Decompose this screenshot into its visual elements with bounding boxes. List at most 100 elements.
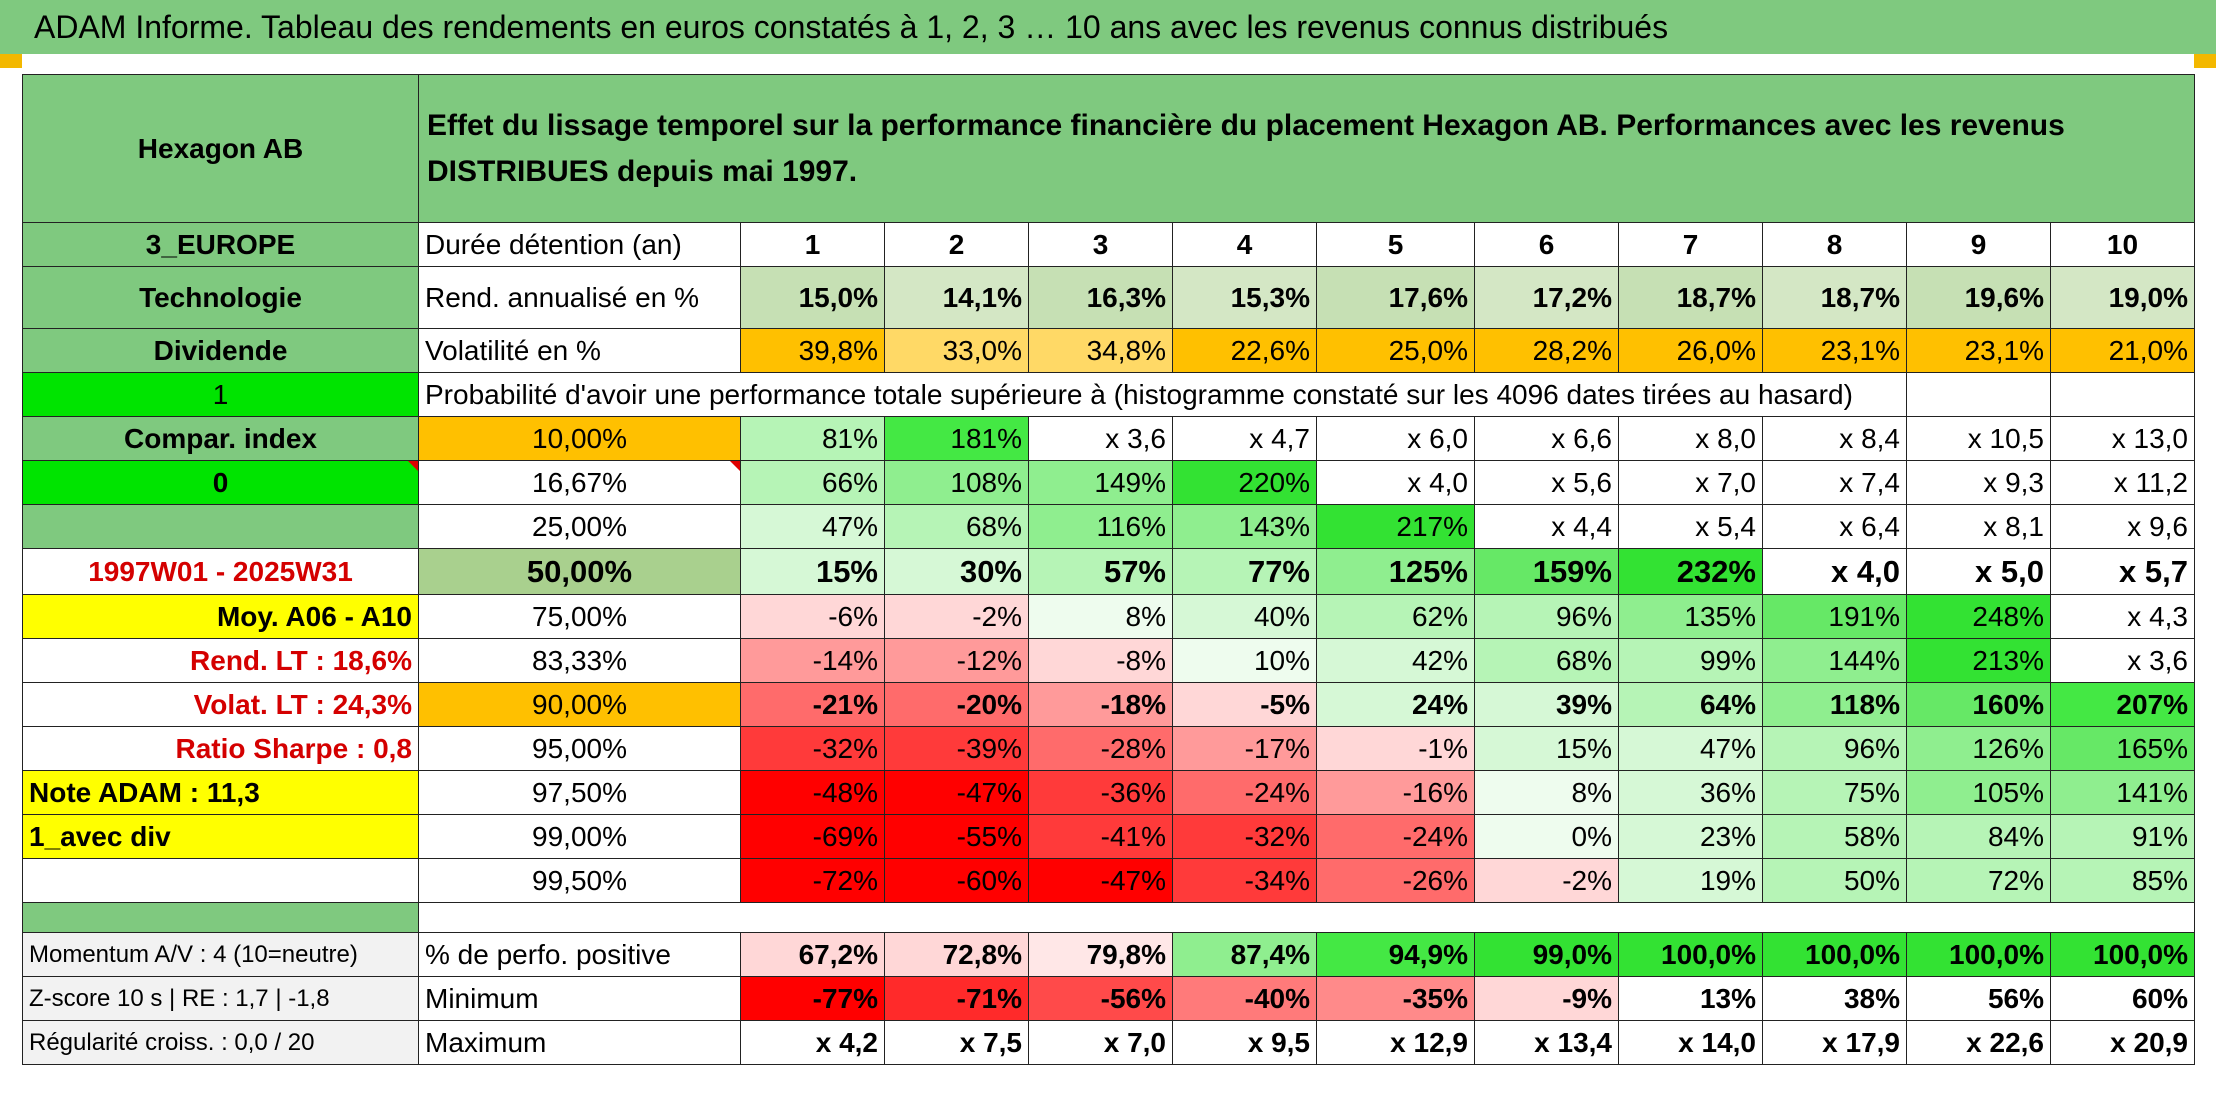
quantile-value: 15% — [740, 548, 885, 595]
spacer-row — [22, 902, 2195, 933]
year-header: 4 — [1172, 222, 1317, 267]
quantile-value: -2% — [1474, 858, 1619, 903]
quantile-value: x 8,1 — [1906, 504, 2051, 549]
duration-row: 3_EUROPE Durée détention (an) 1 2 3 4 5 6 7 8 9 10 — [22, 222, 2195, 267]
quantile-value: -16% — [1316, 770, 1475, 815]
quantile-value: -1% — [1316, 726, 1475, 771]
quantile-value: 47% — [740, 504, 885, 549]
summary-label: Minimum — [418, 976, 741, 1021]
quantile-value: x 5,6 — [1474, 460, 1619, 505]
quantile-value: 62% — [1316, 594, 1475, 639]
quantile-value: x 8,0 — [1618, 416, 1763, 461]
empty-cell — [2050, 372, 2195, 417]
summary-value: 100,0% — [1618, 932, 1763, 977]
quantile-value: -36% — [1028, 770, 1173, 815]
quantile-value: 143% — [1172, 504, 1317, 549]
quantile-value: 160% — [1906, 682, 2051, 727]
quantile-value: -47% — [1028, 858, 1173, 903]
summary-value: -40% — [1172, 976, 1317, 1021]
volatility-value: 26,0% — [1618, 328, 1763, 373]
quantile-value: 8% — [1028, 594, 1173, 639]
quantile-value: -6% — [740, 594, 885, 639]
quantile-threshold: 83,33% — [418, 638, 741, 683]
side-info: Volat. LT : 24,3% — [22, 682, 419, 727]
quantile-value: 191% — [1762, 594, 1907, 639]
side-info: Ratio Sharpe : 0,8 — [22, 726, 419, 771]
return-value: 17,6% — [1316, 266, 1475, 329]
quantile-value: 64% — [1618, 682, 1763, 727]
quantile-value: 125% — [1316, 548, 1475, 595]
performance-table: Hexagon AB Effet du lissage temporel sur … — [22, 74, 2195, 1065]
quantile-value: 47% — [1618, 726, 1763, 771]
year-header: 3 — [1028, 222, 1173, 267]
summary-value: 56% — [1906, 976, 2051, 1021]
quantile-value: 36% — [1618, 770, 1763, 815]
quantile-value: -14% — [740, 638, 885, 683]
quantile-value: x 3,6 — [2050, 638, 2195, 683]
quantile-value: -2% — [884, 594, 1029, 639]
quantile-value: -39% — [884, 726, 1029, 771]
year-header: 9 — [1906, 222, 2051, 267]
quantile-value: 15% — [1474, 726, 1619, 771]
quantile-value: 84% — [1906, 814, 2051, 859]
quantile-value: -8% — [1028, 638, 1173, 683]
quantile-value: 30% — [884, 548, 1029, 595]
quantile-threshold: 75,00% — [418, 594, 741, 639]
quantile-row: Rend. LT : 18,6% 83,33% -14% -12% -8% 10% 42% 6… — [22, 638, 2195, 683]
quantile-threshold: 25,00% — [418, 504, 741, 549]
year-header: 2 — [884, 222, 1029, 267]
region-label: 3_EUROPE — [22, 222, 419, 267]
quantile-row: Compar. index 10,00% 81% 181% x 3,6 x 4,7 x 6,… — [22, 416, 2195, 461]
quantile-value: x 7,0 — [1618, 460, 1763, 505]
summary-value: x 7,0 — [1028, 1020, 1173, 1065]
volatility-value: 28,2% — [1474, 328, 1619, 373]
quantile-value: -20% — [884, 682, 1029, 727]
quantile-value: 81% — [740, 416, 885, 461]
summary-value: 100,0% — [2050, 932, 2195, 977]
quantile-value: 8% — [1474, 770, 1619, 815]
flag-value: 1 — [22, 372, 419, 417]
quantile-value: x 4,0 — [1762, 548, 1907, 595]
quantile-value: x 6,6 — [1474, 416, 1619, 461]
quantile-value: x 7,4 — [1762, 460, 1907, 505]
quantile-value: -26% — [1316, 858, 1475, 903]
quantile-value: 68% — [1474, 638, 1619, 683]
quantile-value: x 5,7 — [2050, 548, 2195, 595]
quantile-value: 96% — [1474, 594, 1619, 639]
summary-value: x 17,9 — [1762, 1020, 1907, 1065]
quantile-value: 126% — [1906, 726, 2051, 771]
quantile-value: 248% — [1906, 594, 2051, 639]
quantile-value: 99% — [1618, 638, 1763, 683]
return-value: 16,3% — [1028, 266, 1173, 329]
quantile-value: 232% — [1618, 548, 1763, 595]
quantile-value: 159% — [1474, 548, 1619, 595]
side-info: 1_avec div — [22, 814, 419, 859]
quantile-value: x 9,6 — [2050, 504, 2195, 549]
side-info: 1997W01 - 2025W31 — [22, 548, 419, 595]
summary-value: -71% — [884, 976, 1029, 1021]
quantile-value: 165% — [2050, 726, 2195, 771]
side-info: 0 — [22, 460, 419, 505]
quantile-value: 91% — [2050, 814, 2195, 859]
quantile-value: x 8,4 — [1762, 416, 1907, 461]
summary-value: -9% — [1474, 976, 1619, 1021]
quantile-value: -18% — [1028, 682, 1173, 727]
quantile-value: x 4,4 — [1474, 504, 1619, 549]
quantile-row: 25,00% 47% 68% 116% 143% 217% x 4,4 x 5,4 x 6,4 x… — [22, 504, 2195, 549]
volatility-value: 23,1% — [1906, 328, 2051, 373]
quantile-value: 118% — [1762, 682, 1907, 727]
quantile-value: 135% — [1618, 594, 1763, 639]
summary-value: x 13,4 — [1474, 1020, 1619, 1065]
summary-value: x 4,2 — [740, 1020, 885, 1065]
quantile-value: x 5,0 — [1906, 548, 2051, 595]
quantile-value: 57% — [1028, 548, 1173, 595]
summary-row: Momentum A/V : 4 (10=neutre)% de perfo. … — [22, 932, 2195, 977]
summary-value: -56% — [1028, 976, 1173, 1021]
summary-row: Régularité croiss. : 0,0 / 20 Maximum x 4,… — [22, 1020, 2195, 1065]
quantile-row: Note ADAM : 11,3 97,50% -48% -47% -36% -24% -1… — [22, 770, 2195, 815]
quantile-value: -5% — [1172, 682, 1317, 727]
quantile-value: -21% — [740, 682, 885, 727]
quantile-value: x 9,3 — [1906, 460, 2051, 505]
side-metric: Régularité croiss. : 0,0 / 20 — [22, 1020, 419, 1065]
year-header: 8 — [1762, 222, 1907, 267]
